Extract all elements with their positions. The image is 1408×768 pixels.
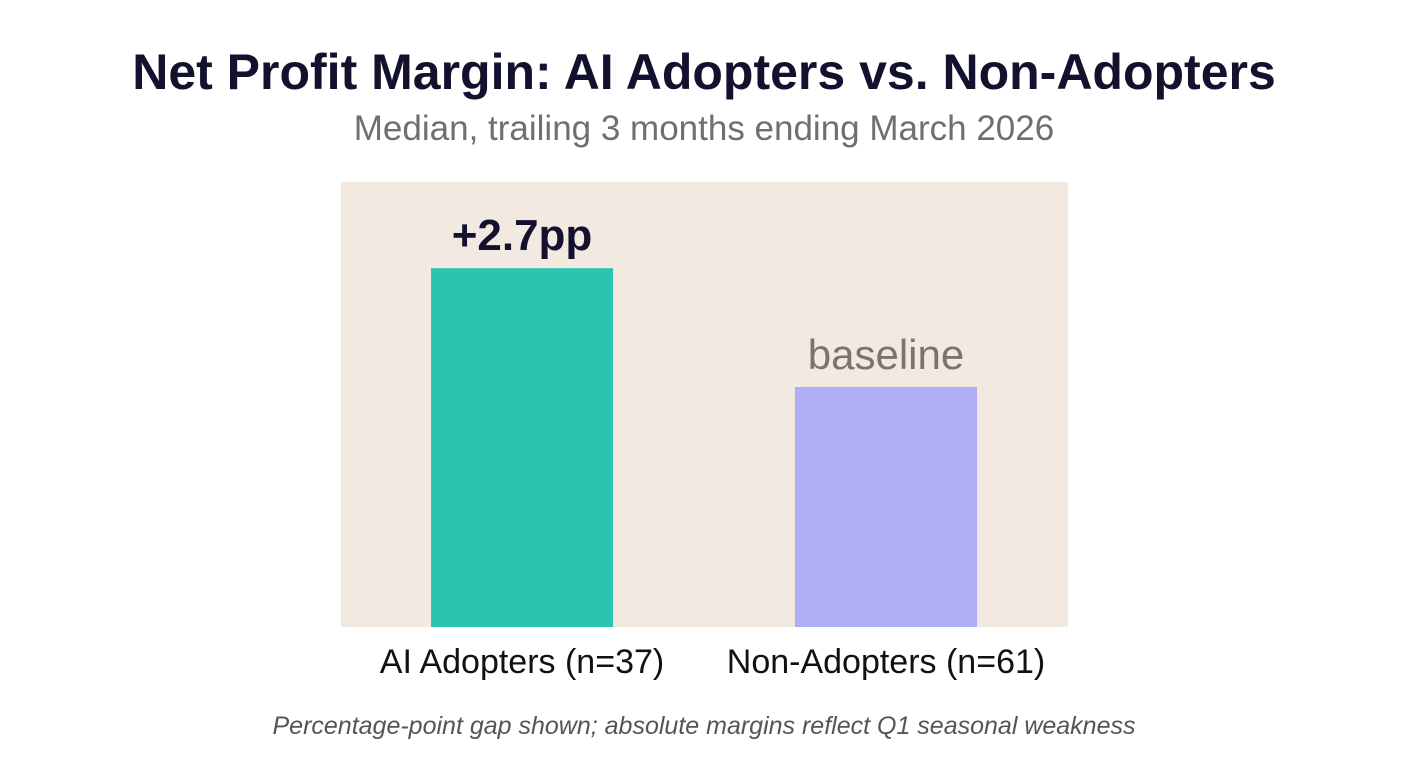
category-label: AI Adopters (n=37) [380, 643, 664, 681]
chart-subtitle: Median, trailing 3 months ending March 2… [353, 109, 1055, 148]
bar-non-adopters [795, 387, 977, 627]
bar-ai-adopters [431, 268, 613, 627]
chart-title: Net Profit Margin: AI Adopters vs. Non-A… [132, 44, 1276, 100]
chart-footnote: Percentage-point gap shown; absolute mar… [272, 712, 1136, 740]
bar-value-label: +2.7pp [452, 211, 593, 260]
category-label: Non-Adopters (n=61) [727, 643, 1045, 681]
bar-value-label: baseline [808, 331, 964, 378]
